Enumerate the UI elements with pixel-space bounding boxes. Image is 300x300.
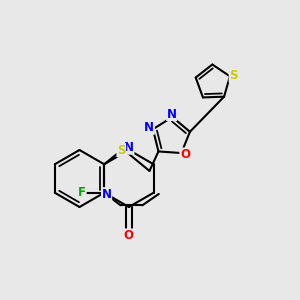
Text: O: O [180,148,190,161]
Text: N: N [167,107,177,121]
Text: O: O [124,229,134,242]
Text: S: S [117,144,125,157]
Text: N: N [124,141,134,154]
Text: N: N [102,188,112,201]
Text: F: F [78,186,86,199]
Text: N: N [144,121,154,134]
Text: S: S [229,69,238,82]
